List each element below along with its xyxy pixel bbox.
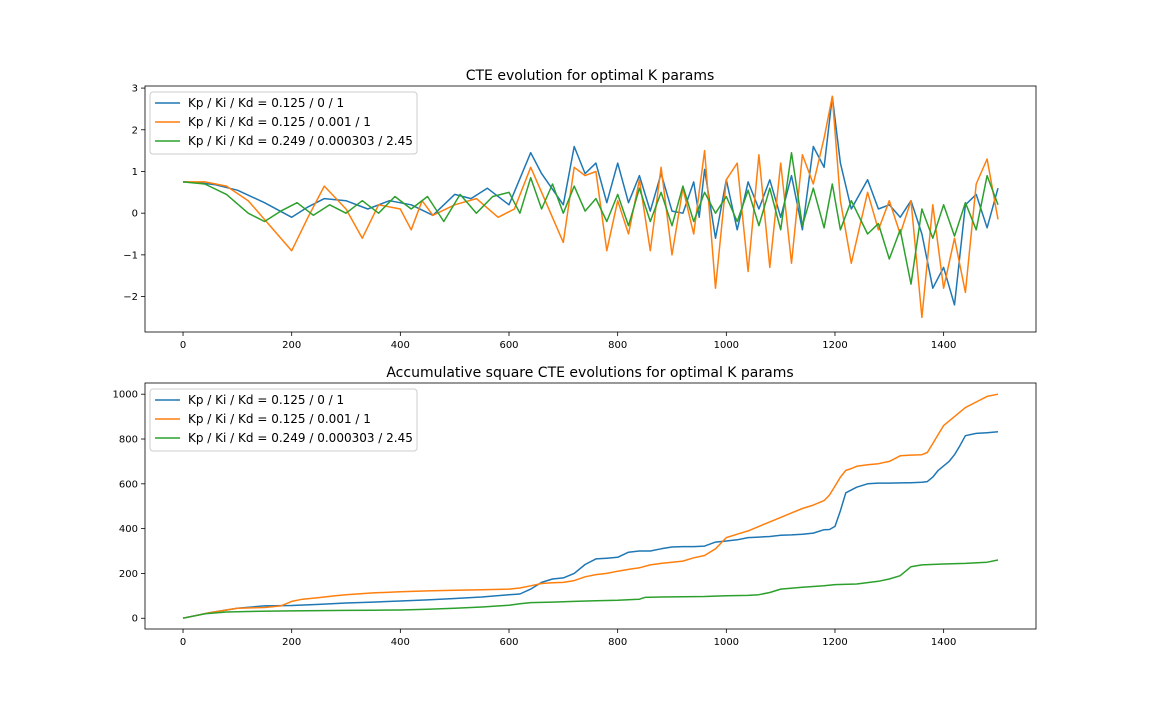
x-tick-label: 800 <box>608 340 627 351</box>
x-tick-label: 1000 <box>714 340 739 351</box>
series-line-2 <box>182 559 999 619</box>
x-tick-label: 200 <box>282 637 301 648</box>
y-tick-label: 400 <box>119 524 138 535</box>
x-tick-label: 1400 <box>931 637 956 648</box>
x-tick-label: 600 <box>499 637 518 648</box>
axes-frame <box>144 382 1037 630</box>
legend-entry-series-0: Kp / Ki / Kd = 0.125 / 0 / 1 <box>188 96 344 110</box>
legend-entry-series-0: Kp / Ki / Kd = 0.125 / 0 / 1 <box>188 393 344 407</box>
y-tick-label: 3 <box>132 84 138 95</box>
legend: Kp / Ki / Kd = 0.125 / 0 / 1 Kp / Ki / K… <box>149 388 418 452</box>
accumulative-cte-chart: Accumulative square CTE evolutions for o… <box>113 365 1037 648</box>
x-tick-label: 1000 <box>714 637 739 648</box>
x-tick-label: 1200 <box>822 340 847 351</box>
x-tick-label: 600 <box>499 340 518 351</box>
plot-area: 0 200 400 600 800 1000 1200 1400 −2 −1 0 1 2 3 <box>123 84 1037 351</box>
x-tick-label: 1200 <box>822 637 847 648</box>
x-tick-label: 1400 <box>931 340 956 351</box>
y-tick-label: 0 <box>132 209 138 220</box>
series-line-0 <box>182 431 999 619</box>
x-tick-label: 0 <box>180 637 186 648</box>
chart-title: Accumulative square CTE evolutions for o… <box>386 365 793 381</box>
x-tick-label: 800 <box>608 637 627 648</box>
x-tick-label: 0 <box>180 340 186 351</box>
y-tick-label: 0 <box>132 614 138 625</box>
y-tick-label: 1000 <box>113 390 138 401</box>
x-tick-label: 200 <box>282 340 301 351</box>
plot-area: 0 200 400 600 800 1000 1200 1400 0 200 400 600 800 10… <box>113 382 1037 648</box>
y-tick-label: 600 <box>119 479 138 490</box>
series-line-1 <box>182 393 999 619</box>
series-line-2 <box>182 151 999 285</box>
y-tick-label: 2 <box>132 125 138 136</box>
legend-frame <box>149 91 418 155</box>
legend-entry-series-2: Kp / Ki / Kd = 0.249 / 0.000303 / 2.45 <box>188 134 413 148</box>
series-line-0 <box>182 95 999 306</box>
legend-entry-series-1: Kp / Ki / Kd = 0.125 / 0.001 / 1 <box>188 412 371 426</box>
legend-entry-series-1: Kp / Ki / Kd = 0.125 / 0.001 / 1 <box>188 115 371 129</box>
legend-entry-series-2: Kp / Ki / Kd = 0.249 / 0.000303 / 2.45 <box>188 431 413 445</box>
y-tick-label: 200 <box>119 569 138 580</box>
axes-frame <box>144 85 1037 333</box>
x-tick-label: 400 <box>391 637 410 648</box>
y-tick-label: 800 <box>119 435 138 446</box>
cte-chart: CTE evolution for optimal K params 0 200 4… <box>123 68 1037 351</box>
legend: Kp / Ki / Kd = 0.125 / 0 / 1 Kp / Ki / K… <box>149 91 418 155</box>
y-tick-label: −2 <box>123 292 138 303</box>
y-tick-label: −1 <box>123 250 138 261</box>
legend-frame <box>149 388 418 452</box>
x-tick-label: 400 <box>391 340 410 351</box>
y-tick-label: 1 <box>132 167 138 178</box>
chart-title: CTE evolution for optimal K params <box>466 68 715 84</box>
